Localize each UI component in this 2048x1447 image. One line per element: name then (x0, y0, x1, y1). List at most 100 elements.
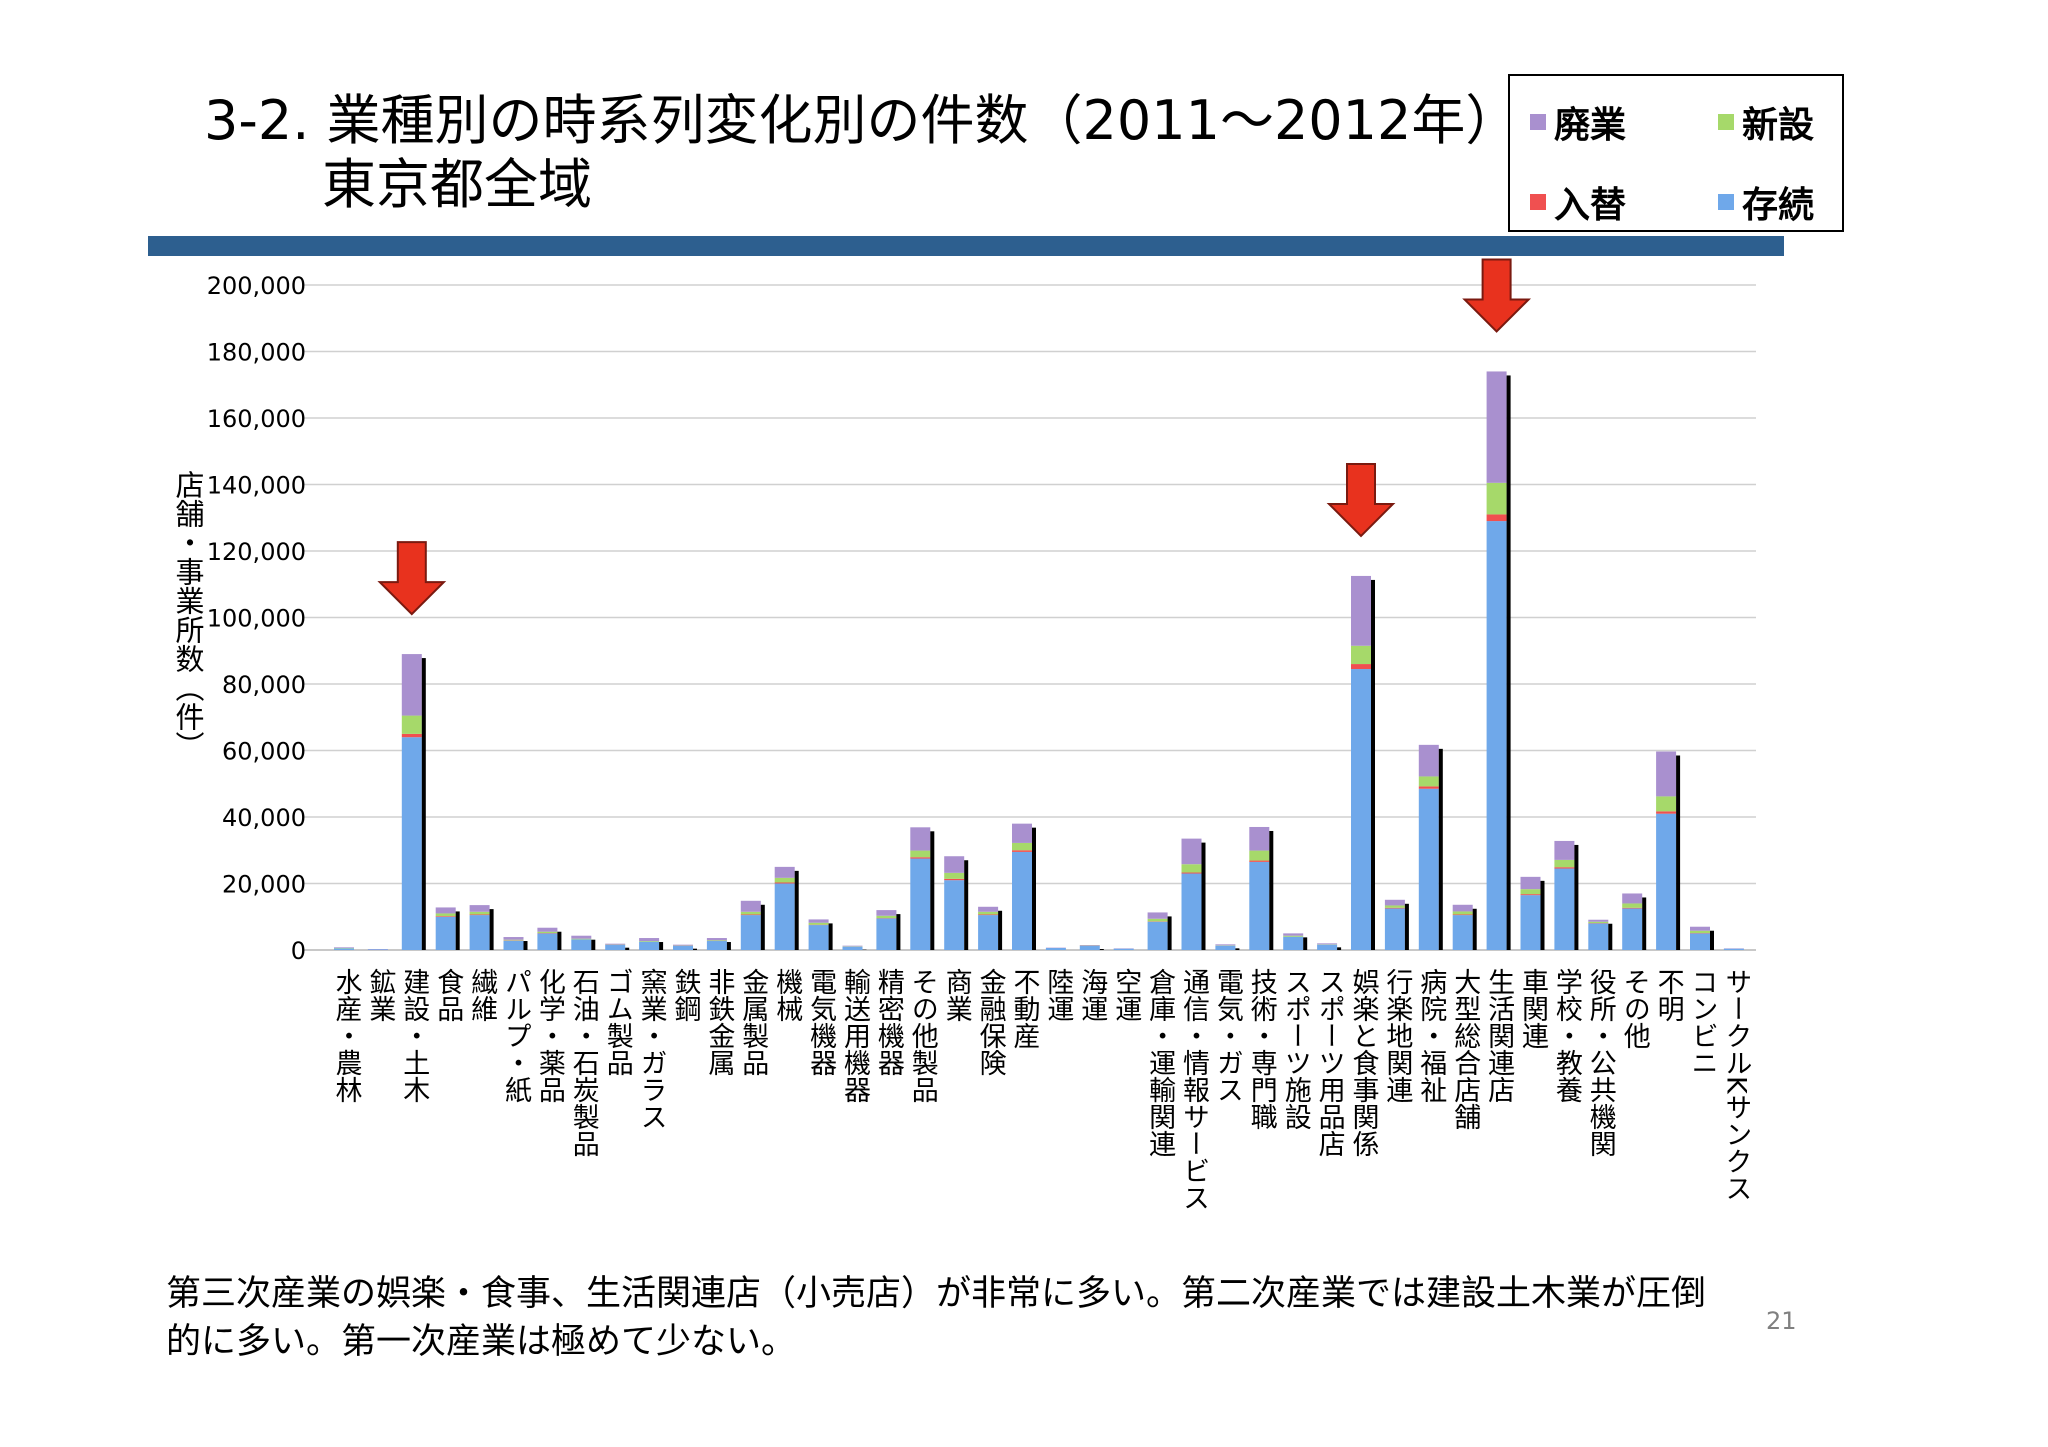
bar-segment-廃業 (435, 907, 456, 914)
bar-segment-入替 (401, 733, 422, 738)
y-tick-label: 20,000 (222, 871, 306, 899)
bar-segment-新設 (740, 911, 761, 915)
bar-segment-存続 (1351, 669, 1371, 950)
bar-segment-廃業 (571, 935, 592, 939)
y-tick-label: 0 (291, 937, 306, 965)
bar-segment-廃業 (1554, 840, 1575, 860)
bar-segment-廃業 (1012, 823, 1032, 843)
x-tick-label: 繊維 (466, 968, 497, 1022)
bar-shadow (421, 658, 426, 950)
x-tick-label: 倉庫・運輸関連 (1144, 968, 1176, 1157)
bar-shadow (828, 923, 833, 950)
bar-segment-入替 (978, 914, 999, 916)
stacked-bar-chart: 0 20,000 40,000 60,000 80,000 100,000 120,000 1… (207, 258, 1756, 1211)
bar-segment-存続 (605, 945, 626, 950)
x-tick-label: 食品 (432, 968, 463, 1022)
bar-segment-入替 (1384, 907, 1405, 909)
bar-segment-入替 (774, 882, 795, 884)
bar-segment-存続 (367, 949, 388, 950)
y-tick-label: 200,000 (207, 272, 306, 300)
x-tick-label: 通信・情報サービス (1178, 968, 1210, 1211)
bar-shadow (1167, 916, 1172, 950)
bar-segment-入替 (944, 878, 965, 881)
bar-shadow (523, 941, 528, 950)
bar-segment-廃業 (1622, 893, 1643, 904)
bar-segment-存続 (503, 940, 524, 950)
bar-shadow (1506, 375, 1511, 950)
bar-segment-入替 (1656, 811, 1677, 814)
bar-segment-存続 (1622, 908, 1643, 950)
bar-segment-存続 (1283, 936, 1304, 950)
bar-shadow (1404, 903, 1409, 950)
bar-shadow (1201, 842, 1206, 950)
legend-swatch-shinsetsu (1718, 114, 1734, 130)
bar-segment-入替 (1452, 914, 1473, 916)
bar-shadow (1099, 949, 1104, 950)
legend-item-shinsetsu: 新設 (1718, 96, 1814, 148)
y-tick-label: 60,000 (222, 738, 306, 766)
y-tick-labels: 0 20,000 40,000 60,000 80,000 100,000 120,000 1… (207, 272, 306, 965)
x-tick-label: 空運 (1110, 968, 1141, 1022)
bar-segment-新設 (1520, 889, 1541, 895)
bar-segment-存続 (1656, 813, 1677, 950)
x-tick-label: 役所・公共機関 (1585, 968, 1617, 1157)
bar-segment-存続 (673, 946, 693, 950)
bar-segment-新設 (639, 941, 660, 942)
x-tick-label: その他製品 (907, 968, 939, 1103)
bar-shadow (896, 914, 901, 950)
page-number: 21 (1766, 1307, 1797, 1335)
bar-shadow (1438, 748, 1443, 950)
bar-segment-新設 (401, 715, 422, 734)
x-tick-label: 鉱業 (364, 968, 396, 1022)
y-tick-label: 120,000 (207, 538, 306, 566)
bar-segment-廃業 (673, 944, 693, 946)
bar-segment-入替 (1181, 872, 1202, 874)
x-tick-label: 水産・農林 (331, 968, 363, 1103)
x-tick-label: 技術・専門職 (1246, 968, 1278, 1130)
bar-segment-廃業 (1690, 926, 1710, 931)
x-tick-label: 不動産 (1009, 968, 1041, 1049)
x-tick-labels: 水産・農林 鉱業 建設・土木 食品 繊維 パルプ・紙 化学・薬品 石油・石炭製品 ゴム製品 窯業・… (331, 968, 1752, 1211)
slide-title-line1: 3-2. 業種別の時系列変化別の件数（2011～2012年） (204, 89, 1520, 152)
bar-segment-存続 (334, 948, 354, 950)
bar-shadow (591, 939, 596, 950)
bar-segment-存続 (571, 939, 592, 950)
bar-segment-存続 (537, 933, 558, 950)
bar-segment-入替 (1520, 894, 1541, 896)
x-tick-label: 車関連 (1517, 968, 1549, 1049)
x-tick-label: 金属製品 (737, 968, 769, 1076)
legend-swatch-haigyo (1530, 114, 1546, 130)
x-tick-label: 精密機器 (873, 968, 905, 1076)
bar-segment-廃業 (1181, 838, 1202, 865)
legend-label-shinsetsu: 新設 (1742, 105, 1815, 146)
bar-segment-存続 (469, 915, 490, 950)
bar-shadow (489, 909, 494, 950)
y-tick-label: 40,000 (222, 804, 306, 832)
x-tick-label: 非鉄金属 (703, 968, 735, 1076)
legend-label-irekae: 入替 (1554, 185, 1627, 226)
bar-segment-入替 (1418, 786, 1439, 789)
bar-segment-廃業 (469, 905, 490, 912)
x-tick-label: 商業 (941, 968, 973, 1022)
bar-segment-存続 (910, 858, 931, 950)
bar-segment-廃業 (1384, 899, 1405, 906)
bar-segment-新設 (1486, 482, 1507, 515)
bar-segment-廃業 (1486, 371, 1507, 483)
bar-segment-新設 (1656, 796, 1677, 812)
bar-segment-新設 (706, 940, 727, 942)
x-tick-label: 行楽地関連 (1381, 968, 1413, 1103)
x-tick-label: 陸運 (1042, 968, 1073, 1022)
bar-segment-存続 (1181, 873, 1202, 950)
bar-segment-廃業 (706, 938, 727, 941)
bar-segment-新設 (808, 922, 829, 925)
bar-shadow (726, 942, 731, 950)
x-tick-label: 石油・石炭製品 (568, 968, 600, 1157)
bar-shadow (1303, 937, 1308, 950)
bar-shadow (557, 931, 562, 950)
bar-shadow (1608, 923, 1613, 950)
highlight-arrow (377, 541, 447, 616)
bar-segment-存続 (1147, 921, 1168, 950)
bar-segment-存続 (1113, 948, 1134, 950)
bar-shadow (1676, 755, 1681, 950)
bar-shadow (760, 904, 765, 950)
